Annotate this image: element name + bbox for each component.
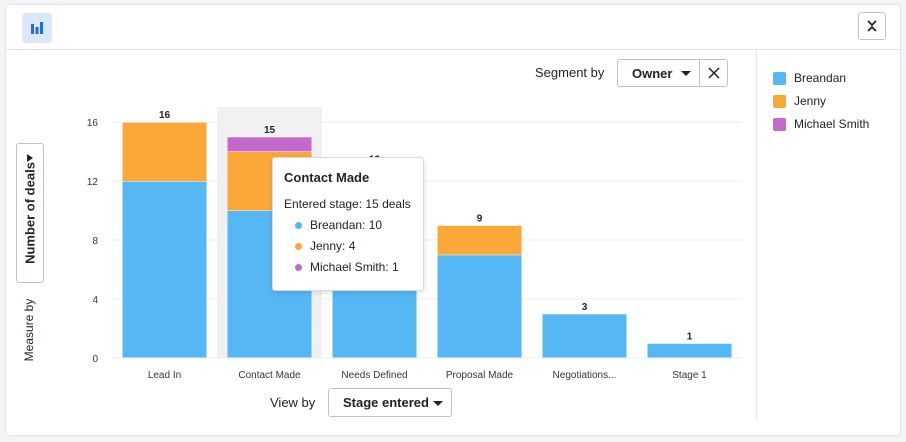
x-tick-label: Contact Made: [238, 370, 301, 381]
collapse-button[interactable]: [858, 12, 886, 40]
series-dot-icon: [295, 242, 302, 250]
tooltip-row-text: Breandan: 10: [310, 218, 383, 232]
collapse-icon: [867, 20, 877, 32]
measure-by-value: Number of deals: [22, 162, 38, 264]
x-tick-label: Stage 1: [672, 370, 707, 381]
segment-by-value: Owner: [632, 65, 673, 81]
measure-by-label: Measure by: [22, 298, 36, 362]
tooltip-row: Michael Smith: 1: [295, 260, 399, 274]
bar-segment: [542, 313, 627, 358]
bar-total-label: 9: [477, 213, 483, 224]
bar-total-label: 3: [582, 302, 588, 313]
y-tick-label: 0: [92, 354, 98, 365]
bar-segment: [122, 181, 207, 358]
x-tick-label: Proposal Made: [446, 370, 514, 381]
legend-label: Breandan: [794, 71, 847, 85]
bar-total-label: 15: [264, 125, 276, 136]
tooltip-row: Breandan: 10: [295, 218, 382, 232]
bar-segment: [227, 136, 312, 152]
tooltip-row-text: Jenny: 4: [310, 239, 356, 253]
legend-swatch: [773, 117, 786, 131]
legend-item[interactable]: Breandan: [773, 70, 846, 86]
view-by-label: View by: [270, 395, 316, 410]
y-tick-label: 16: [87, 118, 99, 129]
bar-chart-icon: [31, 22, 43, 34]
chart-view-button[interactable]: [22, 13, 52, 43]
tooltip-row-text: Michael Smith: 1: [310, 260, 399, 274]
caret-right-icon: [27, 154, 33, 162]
tooltip-summary: Entered stage: 15 deals: [284, 197, 411, 211]
y-tick-label: 8: [92, 236, 98, 247]
x-tick-label: Needs Defined: [341, 370, 407, 381]
bar-segment: [437, 225, 522, 255]
series-dot-icon: [295, 263, 302, 271]
legend-item[interactable]: Jenny: [773, 93, 826, 109]
measure-by-select[interactable]: Number of deals: [16, 143, 44, 283]
legend-item[interactable]: Michael Smith: [773, 116, 869, 132]
legend: Breandan Jenny Michael Smith: [756, 50, 901, 420]
close-icon: [707, 67, 720, 79]
legend-swatch: [773, 71, 786, 85]
legend-swatch: [773, 94, 786, 108]
segment-clear-button[interactable]: [699, 59, 728, 87]
tooltip-row: Jenny: 4: [295, 239, 355, 253]
x-tick-label: Negotiations...: [553, 370, 617, 381]
legend-label: Michael Smith: [794, 117, 870, 131]
bar-segment: [437, 254, 522, 358]
card-toolbar: [6, 5, 900, 50]
series-dot-icon: [295, 221, 302, 229]
bar-segment: [122, 122, 207, 181]
y-tick-label: 12: [87, 177, 99, 188]
chevron-down-icon: [681, 71, 691, 76]
chart-tooltip: Contact Made Entered stage: 15 deals Bre…: [272, 157, 424, 291]
view-by-value: Stage entered: [343, 395, 429, 410]
bar-segment: [647, 343, 732, 358]
bar-total-label: 1: [687, 331, 693, 342]
x-tick-label: Lead In: [148, 370, 181, 381]
segment-by-label: Segment by: [535, 65, 605, 80]
segment-by-select[interactable]: Owner: [617, 59, 699, 87]
y-tick-label: 4: [92, 295, 98, 306]
chevron-down-icon: [433, 401, 443, 406]
tooltip-title: Contact Made: [284, 170, 370, 185]
view-by-select[interactable]: Stage entered: [328, 388, 452, 417]
legend-label: Jenny: [794, 94, 827, 108]
bar-total-label: 16: [159, 110, 171, 121]
